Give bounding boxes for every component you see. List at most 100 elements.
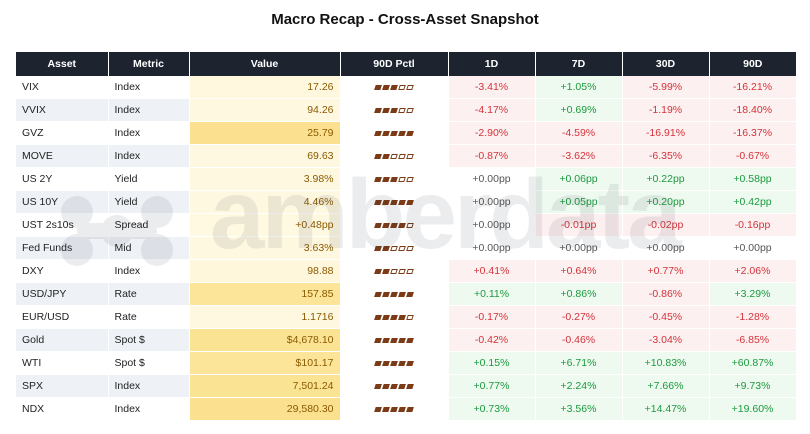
pctl-bar [398, 84, 406, 90]
value-cell: 98.88 [189, 259, 341, 283]
pctl-bars [374, 107, 414, 113]
pctl-bars [374, 222, 414, 228]
pctl-bar [382, 176, 390, 182]
pctl-cell [340, 351, 449, 375]
asset-cell: VIX [16, 76, 109, 99]
metric-cell: Rate [108, 282, 190, 306]
pctl-bar [390, 291, 398, 297]
change-7d: +2.24% [535, 374, 623, 398]
value-cell: +0.48pp [189, 213, 341, 237]
change-1d: -0.87% [448, 144, 536, 168]
change-1d: -0.42% [448, 328, 536, 352]
metric-cell: Yield [108, 190, 190, 214]
pctl-bar [390, 199, 398, 205]
pctl-bar [382, 84, 390, 90]
pctl-bar [382, 245, 390, 251]
pctl-bars [374, 199, 414, 205]
change-7d: -4.59% [535, 121, 623, 145]
pctl-bar [374, 107, 382, 113]
metric-cell: Index [108, 397, 190, 421]
value-cell: 1.1716 [189, 305, 341, 329]
header-metric: Metric [108, 52, 190, 76]
table-row: USD/JPY Rate 157.85 +0.11% +0.86% -0.86% +3.29… [16, 282, 797, 306]
change-30d: +0.77% [622, 259, 710, 283]
change-30d: -6.35% [622, 144, 710, 168]
change-90d: -0.16pp [709, 213, 797, 237]
pctl-bar [374, 153, 382, 159]
pctl-bar [398, 130, 406, 136]
metric-cell: Spot $ [108, 351, 190, 375]
value-cell: 4.46% [189, 190, 341, 214]
pctl-cell [340, 76, 449, 99]
pctl-bar [382, 268, 390, 274]
asset-cell: DXY [16, 259, 109, 283]
change-7d: +1.05% [535, 76, 623, 99]
change-30d: -0.45% [622, 305, 710, 329]
value-cell: 69.63 [189, 144, 341, 168]
table-header: Asset Metric Value 90D Pctl 1D 7D 30D 90… [16, 52, 796, 76]
change-7d: +0.05pp [535, 190, 623, 214]
pctl-bar [374, 84, 382, 90]
value-cell: 29,580.30 [189, 397, 341, 421]
metric-cell: Yield [108, 167, 190, 191]
header-asset: Asset [16, 52, 109, 76]
pctl-bars [374, 406, 414, 412]
pctl-bar [406, 222, 414, 228]
asset-cell: SPX [16, 374, 109, 398]
pctl-bar [406, 130, 414, 136]
pctl-cell [340, 305, 449, 329]
metric-cell: Mid [108, 236, 190, 260]
pctl-bar [406, 107, 414, 113]
metric-cell: Spot $ [108, 328, 190, 352]
pctl-cell [340, 167, 449, 191]
change-30d: -5.99% [622, 76, 710, 99]
change-90d: +0.58pp [709, 167, 797, 191]
pctl-bars [374, 176, 414, 182]
header-30d: 30D [622, 52, 710, 76]
change-30d: -16.91% [622, 121, 710, 145]
change-1d: +0.41% [448, 259, 536, 283]
pctl-bars [374, 314, 414, 320]
pctl-bar [390, 268, 398, 274]
pctl-bar [406, 199, 414, 205]
pctl-cell [340, 397, 449, 421]
change-30d: -1.19% [622, 98, 710, 122]
change-1d: -3.41% [448, 76, 536, 99]
pctl-bar [382, 383, 390, 389]
pctl-cell [340, 282, 449, 306]
pctl-bar [406, 314, 414, 320]
change-1d: +0.00pp [448, 236, 536, 260]
pctl-bar [406, 360, 414, 366]
asset-cell: US 2Y [16, 167, 109, 191]
table-row: Gold Spot $ $4,678.10 -0.42% -0.46% -3.04% -6.… [16, 328, 797, 352]
change-7d: +0.86% [535, 282, 623, 306]
value-cell: 25.79 [189, 121, 341, 145]
asset-cell: WTI [16, 351, 109, 375]
change-7d: +0.06pp [535, 167, 623, 191]
pctl-bar [398, 314, 406, 320]
pctl-bar [398, 107, 406, 113]
value-cell: 7,501.24 [189, 374, 341, 398]
change-30d: -0.86% [622, 282, 710, 306]
pctl-bars [374, 383, 414, 389]
asset-cell: US 10Y [16, 190, 109, 214]
header-7d: 7D [535, 52, 623, 76]
change-90d: -1.28% [709, 305, 797, 329]
pctl-bar [398, 245, 406, 251]
metric-cell: Index [108, 76, 190, 99]
pctl-bars [374, 291, 414, 297]
change-90d: -16.37% [709, 121, 797, 145]
change-7d: +0.00pp [535, 236, 623, 260]
pctl-bar [382, 153, 390, 159]
pctl-bar [374, 268, 382, 274]
pctl-bar [390, 406, 398, 412]
pctl-bar [398, 337, 406, 343]
table-row: Fed Funds Mid 3.63% +0.00pp +0.00pp +0.00pp +0… [16, 236, 797, 260]
change-7d: +6.71% [535, 351, 623, 375]
pctl-bar [390, 176, 398, 182]
pctl-bar [398, 360, 406, 366]
pctl-bars [374, 360, 414, 366]
pctl-bar [398, 199, 406, 205]
table-row: EUR/USD Rate 1.1716 -0.17% -0.27% -0.45% -1.28… [16, 305, 797, 329]
change-30d: +0.22pp [622, 167, 710, 191]
